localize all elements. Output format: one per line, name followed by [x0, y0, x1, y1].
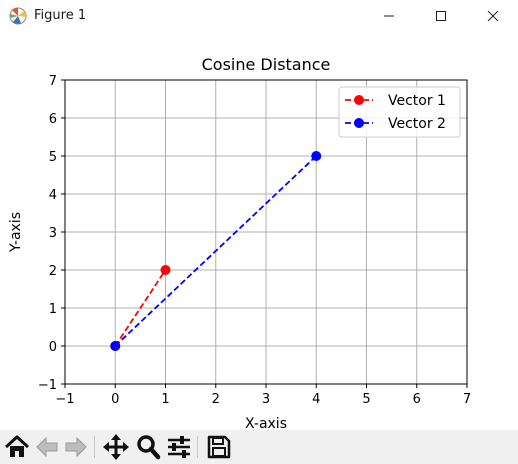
minimize-icon: [384, 15, 394, 17]
matplotlib-logo-icon: [9, 7, 27, 25]
series-layer: [110, 151, 322, 351]
series-line-2: [114, 155, 317, 347]
x-tick-label: −1: [55, 392, 74, 407]
axis-ticks: −1 0 1 2 3 4 5 6 7 −1 0 1 2 3 4 5 6 7: [38, 74, 471, 407]
x-tick-label: 4: [312, 392, 320, 407]
zoom-button[interactable]: [134, 433, 162, 461]
window-title: Figure 1: [34, 8, 87, 23]
configure-subplots-button[interactable]: [165, 433, 193, 461]
data-point-series-1: [160, 265, 171, 275]
y-tick-label: 2: [49, 264, 57, 279]
legend-marker-1: [354, 95, 364, 105]
minimize-button[interactable]: [366, 0, 412, 33]
y-tick-label: 3: [49, 226, 57, 241]
title-bar: Figure 1: [0, 0, 518, 33]
legend-label-1: Vector 1: [388, 93, 446, 109]
y-tick-label: 6: [49, 112, 57, 127]
forward-arrow-icon: [65, 436, 87, 458]
y-axis-label: Y-axis: [8, 212, 24, 253]
navigation-toolbar: [0, 430, 518, 464]
maximize-icon: [436, 11, 446, 21]
series-line-1: [114, 269, 167, 347]
chart-title: Cosine Distance: [202, 55, 331, 74]
x-tick-label: 5: [362, 392, 370, 407]
chart: −1 0 1 2 3 4 5 6 7 −1 0 1 2 3 4 5 6 7 Cosine Distance X-a…: [8, 55, 471, 432]
y-tick-label: −1: [38, 378, 57, 393]
close-icon: [487, 10, 499, 22]
x-tick-label: 1: [161, 392, 169, 407]
toolbar-separator: [197, 436, 198, 458]
y-tick-label: 1: [49, 302, 57, 317]
forward-button[interactable]: [62, 433, 90, 461]
data-point-series-2: [110, 341, 121, 351]
legend: Vector 1 Vector 2: [338, 86, 461, 138]
maximize-button[interactable]: [418, 0, 464, 33]
toolbar-separator: [94, 436, 95, 458]
pan-icon: [103, 434, 129, 460]
close-button[interactable]: [470, 0, 516, 33]
x-axis-label: X-axis: [245, 416, 287, 430]
y-tick-label: 0: [49, 340, 57, 355]
x-tick-label: 7: [463, 392, 471, 407]
x-tick-label: 0: [111, 392, 119, 407]
pan-button[interactable]: [102, 433, 130, 461]
zoom-icon: [137, 435, 161, 460]
y-tick-label: 7: [49, 74, 57, 89]
x-tick-label: 2: [212, 392, 220, 407]
x-tick-label: 6: [413, 392, 421, 407]
legend-box: [338, 86, 461, 138]
back-arrow-icon: [36, 436, 58, 458]
data-point-series-2: [311, 151, 322, 161]
y-tick-label: 4: [49, 188, 57, 203]
save-button[interactable]: [205, 433, 233, 461]
save-icon: [207, 435, 231, 459]
figure-canvas[interactable]: −1 0 1 2 3 4 5 6 7 −1 0 1 2 3 4 5 6 7 Cosine Distance X-a…: [0, 33, 518, 432]
x-tick-label: 3: [262, 392, 270, 407]
configure-subplots-icon: [168, 436, 190, 458]
legend-label-2: Vector 2: [388, 116, 446, 132]
back-button[interactable]: [33, 433, 61, 461]
legend-marker-2: [354, 118, 364, 128]
home-button[interactable]: [3, 433, 31, 461]
home-icon: [4, 435, 30, 457]
y-tick-label: 5: [49, 150, 57, 165]
